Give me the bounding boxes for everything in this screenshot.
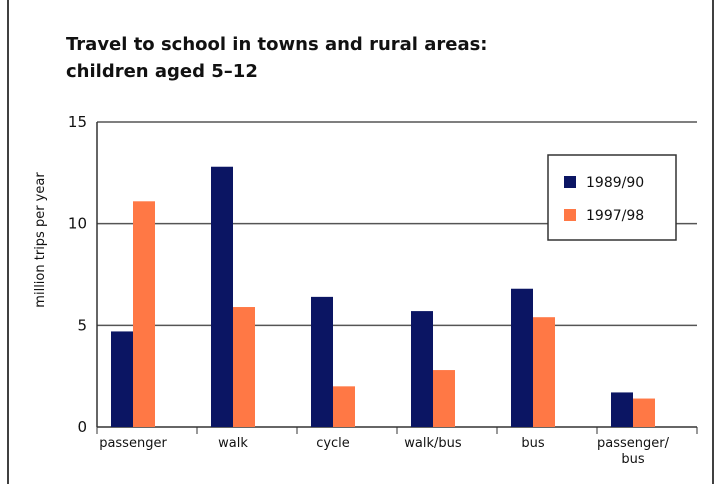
x-tick-label: walk xyxy=(218,436,248,451)
x-tick-label: bus xyxy=(521,436,544,451)
chart-title: Travel to school in towns and rural area… xyxy=(66,34,488,82)
bar xyxy=(611,392,633,427)
legend-box xyxy=(547,154,677,241)
x-tick-label: walk/bus xyxy=(404,436,462,451)
legend-swatch xyxy=(564,176,576,188)
y-tick-label: 5 xyxy=(77,316,87,334)
bar xyxy=(333,386,355,427)
bar xyxy=(411,311,433,427)
y-tick-label: 15 xyxy=(68,113,87,131)
bar xyxy=(533,317,555,427)
y-tick-label: 10 xyxy=(68,215,87,233)
bar xyxy=(133,201,155,427)
bar xyxy=(233,307,255,427)
x-tick-label: passenger/bus xyxy=(597,436,670,467)
bar xyxy=(311,296,333,427)
y-axis-label: million trips per year xyxy=(33,172,48,308)
legend-swatch xyxy=(564,209,576,221)
bar xyxy=(433,370,455,427)
bar xyxy=(511,288,533,427)
legend-label: 1997/98 xyxy=(586,208,644,224)
bar xyxy=(211,166,233,427)
bar xyxy=(111,331,133,427)
bar xyxy=(633,398,655,427)
x-tick-label: passenger xyxy=(99,436,167,451)
y-tick-label: 0 xyxy=(77,418,87,436)
legend-label: 1989/90 xyxy=(586,175,644,191)
x-tick-label: cycle xyxy=(316,436,350,451)
